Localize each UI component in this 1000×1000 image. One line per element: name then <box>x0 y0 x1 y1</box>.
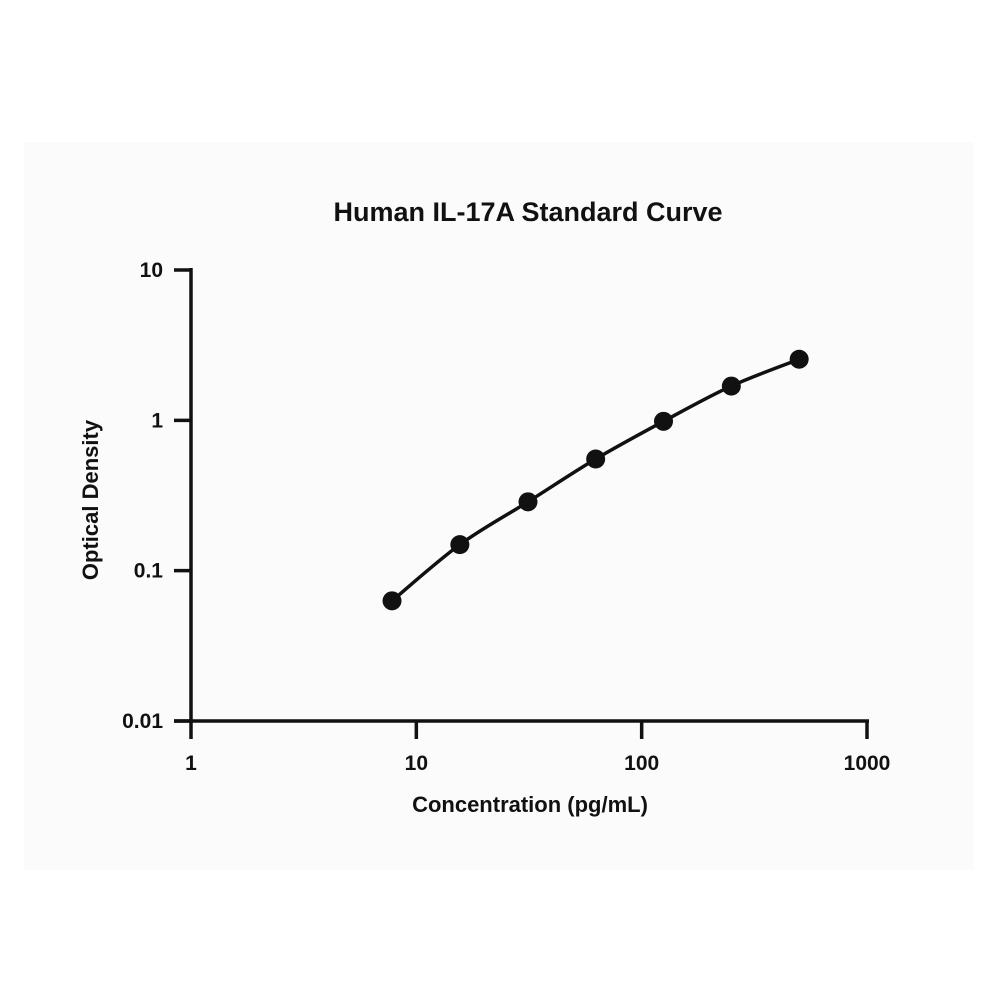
data-point <box>721 376 741 396</box>
data-point <box>586 449 606 469</box>
data-point <box>518 492 538 512</box>
x-axis-label: Concentration (pg/mL) <box>412 792 648 817</box>
y-axis-label: Optical Density <box>78 419 103 580</box>
x-tick-label: 1000 <box>844 752 891 775</box>
x-tick-label: 100 <box>624 752 659 775</box>
data-point <box>382 591 402 611</box>
data-point <box>450 535 470 555</box>
chart-title: Human IL-17A Standard Curve <box>333 197 722 227</box>
data-point <box>654 411 674 431</box>
y-tick-label: 0.01 <box>122 710 163 733</box>
x-tick-label: 10 <box>405 752 428 775</box>
chart-background <box>24 142 974 870</box>
series-line <box>390 357 800 603</box>
y-tick-label: 10 <box>140 259 163 282</box>
series-layer <box>382 349 809 611</box>
y-tick-label: 0.1 <box>134 560 164 583</box>
axis-ticks: 0.01 0.1 1 10 1 10 100 1000 <box>122 259 890 775</box>
y-tick-label: 1 <box>151 409 163 432</box>
x-tick-label: 1 <box>185 752 197 775</box>
data-point <box>789 349 809 369</box>
